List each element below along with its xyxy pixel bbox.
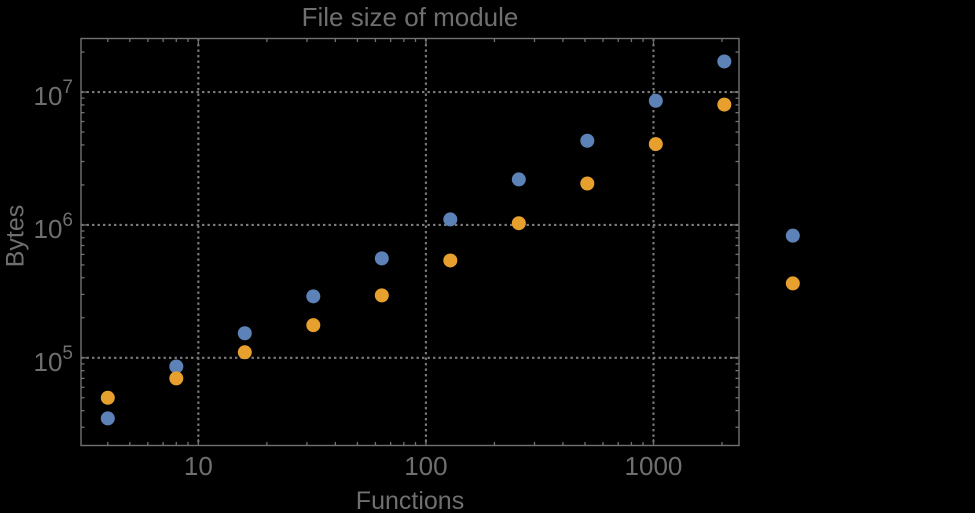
data-point-orange-2048 bbox=[717, 97, 732, 112]
y-axis-label: Bytes bbox=[1, 204, 30, 268]
x-tick-label-10: 10 bbox=[184, 451, 213, 481]
data-point-blue-128 bbox=[443, 212, 458, 227]
data-point-orange-4096 bbox=[785, 276, 800, 291]
data-point-orange-4 bbox=[100, 390, 115, 405]
data-point-orange-32 bbox=[306, 318, 321, 333]
data-point-blue-512 bbox=[580, 133, 595, 148]
data-point-blue-64 bbox=[374, 251, 389, 266]
data-point-orange-64 bbox=[374, 288, 389, 303]
x-tick-label-100: 100 bbox=[404, 451, 447, 481]
y-tick-label-10e7: 107 bbox=[34, 77, 74, 111]
x-tick-label-1000: 1000 bbox=[625, 451, 683, 481]
data-point-blue-8 bbox=[169, 359, 184, 374]
x-axis-label: Functions bbox=[355, 487, 465, 513]
data-point-orange-128 bbox=[443, 253, 458, 268]
data-point-blue-256 bbox=[511, 172, 526, 187]
data-point-orange-16 bbox=[237, 345, 252, 360]
data-point-blue-4096 bbox=[785, 228, 800, 243]
data-point-orange-1024 bbox=[648, 137, 663, 152]
data-point-blue-16 bbox=[237, 326, 252, 341]
chart-title: File size of module bbox=[301, 2, 519, 32]
data-point-orange-256 bbox=[511, 216, 526, 231]
data-point-blue-1024 bbox=[648, 93, 663, 108]
data-point-orange-8 bbox=[169, 371, 184, 386]
data-point-orange-512 bbox=[580, 176, 595, 191]
plot-frame bbox=[80, 37, 740, 447]
y-tick-label-10e6: 106 bbox=[34, 210, 74, 244]
data-point-blue-4 bbox=[100, 411, 115, 426]
data-point-blue-32 bbox=[306, 289, 321, 304]
data-point-blue-2048 bbox=[717, 54, 732, 69]
y-tick-label-10e5: 105 bbox=[34, 343, 74, 377]
